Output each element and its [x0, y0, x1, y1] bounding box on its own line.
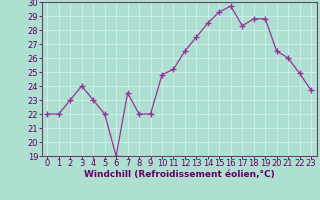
X-axis label: Windchill (Refroidissement éolien,°C): Windchill (Refroidissement éolien,°C) — [84, 170, 275, 179]
